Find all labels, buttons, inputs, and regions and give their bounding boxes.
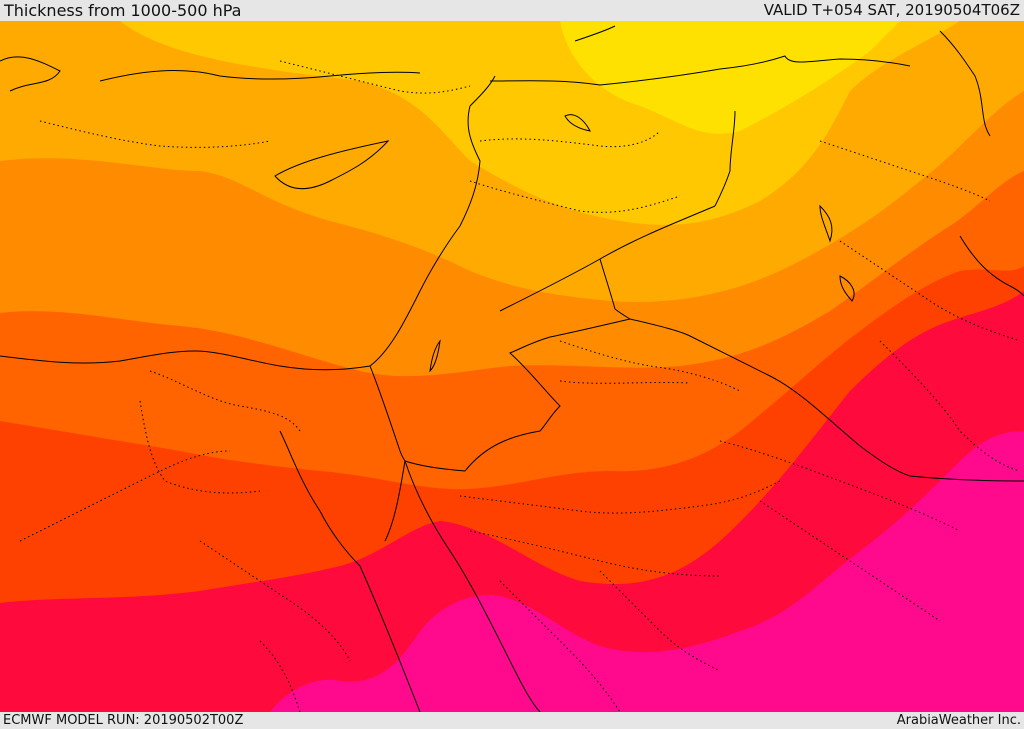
country-borders [369, 55, 1024, 482]
coastlines [0, 25, 1024, 712]
brand-credit: ArabiaWeather Inc. [896, 713, 1021, 728]
map-canvas [0, 21, 1024, 712]
valid-time: VALID T+054 SAT, 20190504T06Z [763, 1, 1020, 19]
band-7 [0, 291, 1024, 712]
model-run: ECMWF MODEL RUN: 20190502T00Z [3, 713, 244, 728]
footer-bar: ECMWF MODEL RUN: 20190502T00Z ArabiaWeat… [0, 712, 1024, 729]
thickness-map [0, 21, 1024, 712]
internal-borders [19, 60, 1021, 712]
header-bar: Thickness from 1000-500 hPa VALID T+054 … [0, 0, 1024, 21]
map-title: Thickness from 1000-500 hPa [4, 1, 242, 20]
band-8 [270, 431, 1024, 712]
